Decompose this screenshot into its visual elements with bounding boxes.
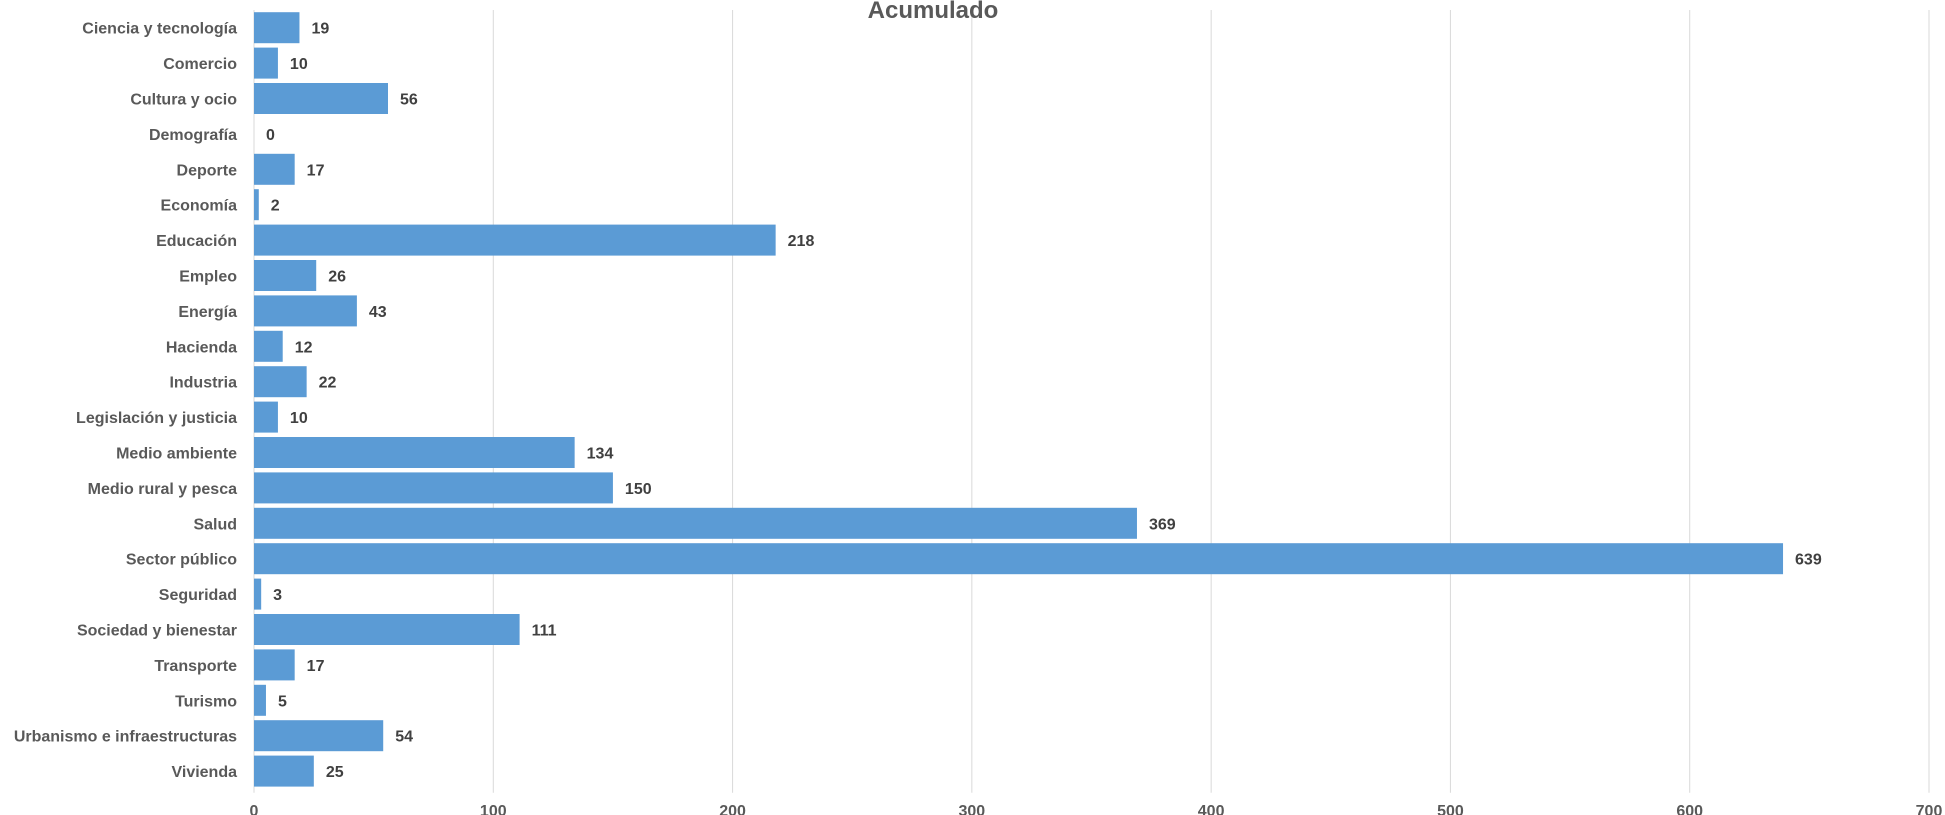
data-label: 2 <box>271 198 280 215</box>
category-label: Sector público <box>126 552 237 569</box>
category-label: Legislación y justicia <box>76 410 237 427</box>
data-label: 10 <box>290 56 308 73</box>
bars <box>254 12 1784 787</box>
bar <box>254 507 1137 539</box>
x-tick-label: 600 <box>1676 803 1703 815</box>
bar <box>254 295 357 327</box>
x-tick-label: 400 <box>1198 803 1225 815</box>
bar <box>254 401 278 433</box>
category-labels: Ciencia y tecnología Comercio Cultura y oc… <box>14 21 237 781</box>
bar <box>254 153 295 185</box>
category-label: Demografía <box>149 127 237 144</box>
data-label: 150 <box>625 481 652 498</box>
bar <box>254 224 776 256</box>
data-label: 3 <box>273 587 282 604</box>
category-label: Empleo <box>179 269 237 286</box>
data-label: 10 <box>290 410 308 427</box>
data-label: 26 <box>328 269 346 286</box>
bar <box>254 472 613 504</box>
bar <box>254 437 575 468</box>
bar <box>254 260 317 291</box>
data-label: 56 <box>400 92 418 109</box>
data-label: 369 <box>1149 516 1176 533</box>
data-label: 218 <box>788 233 815 250</box>
x-tick-label: 700 <box>1916 803 1943 815</box>
x-tick-label: 0 <box>250 803 259 815</box>
data-label: 17 <box>307 162 325 179</box>
data-label: 43 <box>369 304 387 321</box>
bar <box>254 720 384 752</box>
bar <box>254 543 1784 575</box>
bar <box>254 83 388 114</box>
category-label: Industria <box>169 375 237 392</box>
bar <box>254 366 307 398</box>
bar <box>254 649 295 681</box>
category-label: Ciencia y tecnología <box>82 21 237 38</box>
bar <box>254 578 262 610</box>
category-label: Medio ambiente <box>116 446 237 463</box>
category-label: Sociedad y bienestar <box>77 623 237 640</box>
category-label: Hacienda <box>166 339 237 356</box>
bar <box>254 47 278 79</box>
category-label: Salud <box>193 516 237 533</box>
data-label: 0 <box>266 127 275 144</box>
x-tick-label: 500 <box>1437 803 1464 815</box>
bar <box>254 684 266 716</box>
data-label: 17 <box>307 658 325 675</box>
data-label: 54 <box>395 729 413 746</box>
category-label: Cultura y ocio <box>130 92 237 109</box>
data-label: 134 <box>587 446 614 463</box>
value-labels: 19 10 56 0 17 2 218 26 43 12 22 10 134 150 369 639 3 111 1… <box>266 21 1822 781</box>
bar <box>254 614 520 645</box>
x-tick-label: 100 <box>480 803 507 815</box>
category-label: Transporte <box>154 658 237 675</box>
x-tick-labels: 0 100 200 300 400 500 600 700 <box>250 803 1943 815</box>
category-label: Energía <box>178 304 237 321</box>
chart-title: Acumulado <box>868 0 999 24</box>
bar <box>254 755 314 787</box>
category-label: Deporte <box>177 162 238 179</box>
data-label: 19 <box>311 21 329 38</box>
x-tick-label: 300 <box>959 803 986 815</box>
data-label: 25 <box>326 764 344 781</box>
data-label: 5 <box>278 693 287 710</box>
category-label: Educación <box>156 233 237 250</box>
data-label: 22 <box>319 375 337 392</box>
data-label: 639 <box>1795 552 1822 569</box>
bar <box>254 330 283 362</box>
category-label: Vivienda <box>171 764 237 781</box>
category-label: Comercio <box>163 56 237 73</box>
category-label: Economía <box>161 198 238 215</box>
category-label: Urbanismo e infraestructuras <box>14 729 237 746</box>
data-label: 111 <box>532 623 557 640</box>
x-tick-label: 200 <box>719 803 746 815</box>
data-label: 12 <box>295 339 313 356</box>
gridlines <box>253 10 1930 793</box>
category-label: Turismo <box>175 693 237 710</box>
category-label: Seguridad <box>159 587 237 604</box>
bar <box>254 189 259 221</box>
bar <box>254 12 300 44</box>
category-label: Medio rural y pesca <box>88 481 237 498</box>
